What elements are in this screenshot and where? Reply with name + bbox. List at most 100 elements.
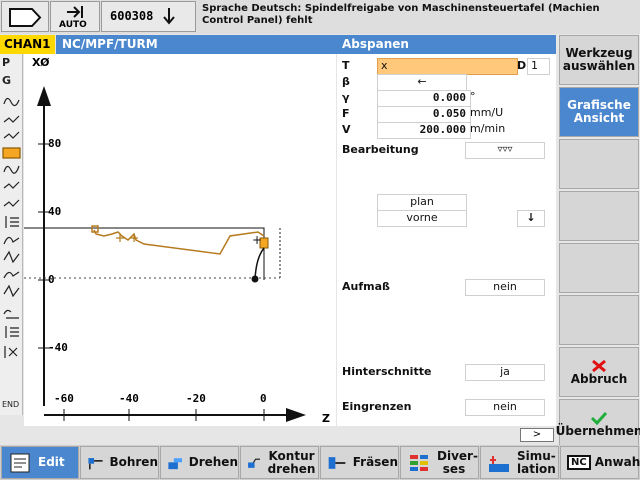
eingrenzen-label: Eingrenzen (342, 400, 412, 413)
gamma-unit: ° (470, 90, 476, 103)
contour-turning-icon (248, 458, 260, 468)
nc-badge-icon: NC (567, 455, 591, 470)
drehen-label: Drehen (188, 455, 238, 469)
milling-icon (328, 456, 346, 469)
feed-input[interactable]: 0.050 (377, 106, 471, 123)
fraesen-button[interactable]: Fräsen (320, 446, 399, 479)
abbruch-label: Abbruch (570, 371, 628, 386)
kontur-label: Kontur drehen (267, 448, 316, 476)
y-tick-label: 80 (48, 137, 62, 150)
alarm-message: Sprache Deutsch: Spindelfreigabe von Mas… (202, 3, 600, 26)
notepad-icon (10, 453, 30, 472)
simulation-button[interactable]: Simu- lation (480, 446, 559, 479)
groove-block-icon (3, 309, 19, 319)
turning-block-icon (3, 199, 20, 207)
cycle-title: Abspanen (336, 35, 556, 54)
simulation-icon (489, 455, 509, 472)
raw-part-outline (24, 227, 265, 280)
speed-input[interactable]: 200.000 (377, 122, 471, 139)
direction-select[interactable]: ↓ (517, 210, 545, 227)
z-axis-label: Z (322, 412, 330, 425)
contour-block-icon (3, 250, 20, 264)
speed-unit: m/min (470, 122, 506, 135)
drill-block-icon (5, 326, 19, 338)
z-axis-arrow (286, 408, 306, 422)
z-tick-label: -20 (186, 392, 206, 405)
contour-graphic: + XØ Z 80 40 0 -40 -60 -40 -20 0 (24, 54, 336, 426)
program-block-column: P G END (0, 54, 23, 415)
drill-icon (88, 457, 103, 469)
uebernehmen-label: Übernehmen (555, 423, 640, 438)
d-label: D (517, 59, 527, 72)
mode-label: AUTO (59, 20, 87, 30)
turning-block-icon (3, 181, 20, 189)
back-arrow-icon (9, 8, 42, 27)
tool-path (254, 247, 265, 281)
empty-softkey[interactable] (559, 191, 639, 241)
simulation-label: Simu- lation (517, 448, 556, 476)
turning-block-icon (3, 97, 20, 107)
p-marker: P (2, 56, 11, 69)
turning-block-icon (3, 131, 20, 139)
top-bar: AUTO 600308 Sprache Deutsch: Spindelfrei… (0, 0, 640, 34)
channel-label: CHAN1 (0, 35, 55, 54)
anwahl-button[interactable]: NC Anwahl (560, 446, 640, 479)
grafische-ansicht-button[interactable]: Grafische Ansicht (559, 87, 639, 137)
abbruch-button[interactable]: Abbruch (559, 347, 639, 397)
edit-label: Edit (38, 455, 65, 469)
z-tick-label: -40 (119, 392, 139, 405)
program-path: NC/MPF/TURM (56, 35, 336, 54)
hinterschnitte-label: Hinterschnitte (342, 365, 432, 378)
parameter-panel: T x D 1 β ← γ 0.000 ° F 0.050 mm/U V 200… (337, 54, 556, 426)
tool-tip-point (251, 275, 259, 283)
y-tick-label: 40 (48, 205, 62, 218)
bohren-button[interactable]: Bohren (80, 446, 159, 479)
contour-block-icon (3, 236, 20, 245)
drill-block-icon (5, 216, 19, 228)
graphic-canvas: + (24, 86, 306, 422)
bearbeitung-label: Bearbeitung (342, 143, 419, 156)
eingrenzen-select[interactable]: nein (465, 399, 545, 416)
empty-softkey[interactable] (559, 295, 639, 345)
aufmass-select[interactable]: nein (465, 279, 545, 296)
turning-block-icon (3, 115, 20, 123)
hinterschnitte-select[interactable]: ja (465, 364, 545, 381)
turning-block-icon (3, 165, 20, 174)
aufmass-label: Aufmaß (342, 280, 390, 293)
gamma-input[interactable]: 0.000 (377, 90, 471, 107)
cancel-x-icon (592, 359, 606, 372)
anwahl-label: Anwahl (594, 455, 640, 469)
v-label: V (342, 123, 351, 136)
t-label: T (342, 59, 350, 72)
beta-select[interactable]: ← (377, 74, 467, 91)
page-forward-button[interactable]: > (520, 428, 554, 442)
empty-softkey[interactable] (559, 139, 639, 189)
tool-input[interactable]: x (377, 58, 518, 75)
x-axis-arrow (37, 86, 51, 106)
diverses-button[interactable]: Diver- ses (400, 446, 479, 479)
empty-softkey[interactable] (559, 243, 639, 293)
program-number: 600308 (110, 9, 154, 23)
finished-contour (93, 229, 265, 255)
uebernehmen-button[interactable]: Übernehmen (555, 399, 640, 449)
x-axis-label: XØ (32, 56, 50, 69)
program-indicator: 600308 (101, 1, 196, 32)
y-tick-label: 0 (48, 273, 55, 286)
edit-button[interactable]: Edit (1, 446, 79, 479)
bearbeitung-select[interactable]: ▿▿▿ (465, 142, 545, 159)
plan-select[interactable]: plan (377, 194, 467, 211)
grafische-label: Grafische Ansicht (567, 98, 631, 125)
d-input[interactable]: 1 (527, 58, 550, 75)
drehen-button[interactable]: Drehen (160, 446, 239, 479)
g-marker: G (2, 74, 12, 87)
gamma-label: γ (342, 91, 350, 104)
misc-block-icon (4, 346, 18, 358)
kontur-drehen-button[interactable]: Kontur drehen (240, 446, 319, 479)
turning-icon (168, 457, 183, 469)
vorne-select[interactable]: vorne (377, 210, 467, 227)
contour-start-point (91, 225, 99, 233)
contour-block-icon (3, 271, 20, 279)
program-block-icons (2, 97, 21, 358)
werkzeug-auswaehlen-button[interactable]: Werkzeug auswählen (559, 35, 639, 85)
back-button[interactable] (1, 1, 49, 32)
